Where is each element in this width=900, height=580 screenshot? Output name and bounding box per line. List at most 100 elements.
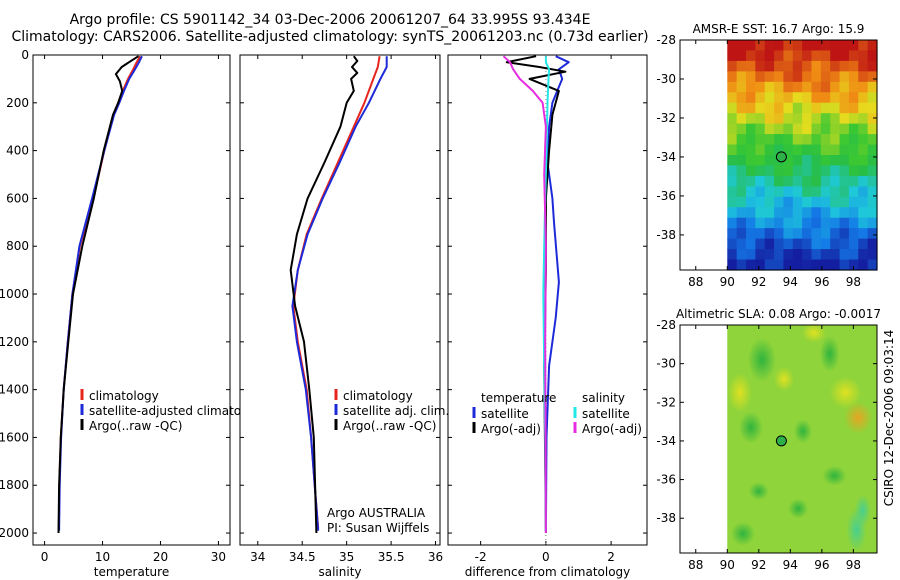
series-line-argo-raw-qc-	[57, 55, 140, 534]
y-tick-label: 1000	[0, 287, 29, 301]
sst-cell	[839, 92, 850, 104]
sst-cell	[839, 60, 850, 72]
sst-cell	[783, 155, 794, 167]
sst-cell	[727, 217, 738, 229]
panel-sla-map: 88 90 92 94 96 98 -28 -30 -32 -34 -36 -38 Altimetric…	[656, 307, 881, 572]
sst-cell	[830, 207, 841, 219]
sst-cell	[774, 134, 785, 146]
y-tick-label: 400	[6, 144, 29, 158]
sst-cell	[839, 228, 850, 240]
sst-cell	[774, 186, 785, 198]
series-line-satellite-adj-clim-	[291, 56, 388, 531]
sst-cell	[745, 113, 756, 125]
sst-cell	[764, 217, 775, 229]
series-line-argo-raw-qc-	[289, 55, 359, 534]
sst-cell	[830, 92, 841, 104]
sst-cell	[774, 175, 785, 187]
sla-anomaly	[738, 411, 763, 444]
y-tick-label: 2000	[0, 526, 29, 540]
sst-cell	[792, 102, 803, 114]
sst-cell	[792, 175, 803, 187]
sst-cell	[830, 228, 841, 240]
sst-cell	[848, 217, 859, 229]
annotation-pi: PI: Susan Wijffels	[327, 521, 429, 535]
sla-anomaly	[854, 494, 871, 527]
sst-cell	[848, 155, 859, 167]
sst-cell	[830, 123, 841, 135]
sst-cell	[830, 165, 841, 177]
sst-cell	[736, 92, 747, 104]
sst-cell	[783, 71, 794, 83]
x-tick-label: 88	[688, 558, 703, 572]
sst-cell	[802, 60, 813, 72]
sst-cell	[867, 217, 878, 229]
sst-cell	[820, 123, 831, 135]
sst-cell	[858, 144, 869, 156]
sst-cell	[774, 81, 785, 93]
sst-cell	[830, 50, 841, 62]
sst-cell	[755, 60, 766, 72]
sst-cell	[867, 228, 878, 240]
series-line-salinity-argo-adj-	[502, 55, 547, 534]
panel-sst-map: 88 90 92 94 96 98 -28 -30 -32 -34 -36 -38 AMSR-E SST…	[656, 22, 878, 289]
legend-entry: satellite	[582, 407, 630, 421]
sst-cell	[858, 40, 869, 52]
sst-cell	[792, 228, 803, 240]
sst-cell	[792, 155, 803, 167]
sst-cell	[858, 102, 869, 114]
sst-cell	[802, 102, 813, 114]
x-tick-label: 35.5	[378, 550, 405, 564]
sst-cell	[820, 134, 831, 146]
sst-cell	[783, 40, 794, 52]
sst-cell	[764, 249, 775, 261]
sst-cell	[858, 71, 869, 83]
sla-anomaly	[793, 419, 812, 444]
sst-cell	[830, 175, 841, 187]
sst-cell	[811, 123, 822, 135]
sst-cell	[764, 113, 775, 125]
argo-location-marker	[775, 151, 787, 163]
sst-cell	[755, 113, 766, 125]
sla-anomaly	[829, 376, 862, 409]
sst-cell	[783, 113, 794, 125]
sst-cell	[858, 217, 869, 229]
sst-cell	[830, 196, 841, 208]
sst-cell	[783, 175, 794, 187]
sst-cell	[755, 92, 766, 104]
x-tick-label: -2	[475, 550, 487, 564]
y-tick-label: 800	[6, 239, 29, 253]
sst-cell	[867, 102, 878, 114]
sst-cell	[848, 123, 859, 135]
sst-cell	[774, 238, 785, 250]
figure-title-line-1: Argo profile: CS 5901142_34 03-Dec-2006 …	[69, 12, 591, 28]
x-tick-label: 2	[607, 550, 615, 564]
sst-cell	[867, 249, 878, 261]
sst-cell	[858, 228, 869, 240]
x-tick-label: 34.5	[289, 550, 316, 564]
sst-cell	[820, 238, 831, 250]
sst-cell	[820, 71, 831, 83]
sst-cell	[774, 259, 785, 271]
sst-cell	[867, 186, 878, 198]
sst-cell	[764, 134, 775, 146]
sst-cell	[820, 175, 831, 187]
sst-cell	[774, 50, 785, 62]
sst-cell	[736, 259, 747, 271]
sst-cell	[792, 71, 803, 83]
figure-title-line-2: Climatology: CARS2006. Satellite-adjuste…	[11, 29, 649, 45]
sst-cell	[802, 228, 813, 240]
sst-cell	[811, 196, 822, 208]
y-tick-label: -30	[656, 357, 676, 371]
sst-cell	[736, 217, 747, 229]
sst-cell	[811, 40, 822, 52]
sst-cell	[858, 175, 869, 187]
sst-cell	[736, 228, 747, 240]
sst-cell	[867, 81, 878, 93]
sst-cell	[727, 50, 738, 62]
sst-cell	[783, 50, 794, 62]
sst-cell	[867, 92, 878, 104]
sst-cell	[839, 155, 850, 167]
sst-cell	[802, 92, 813, 104]
panel-temperature: 0 10 20 30 0 200 400 600 800 1000 1200 1400 1600 1800…	[0, 48, 267, 579]
sst-cell	[811, 81, 822, 93]
